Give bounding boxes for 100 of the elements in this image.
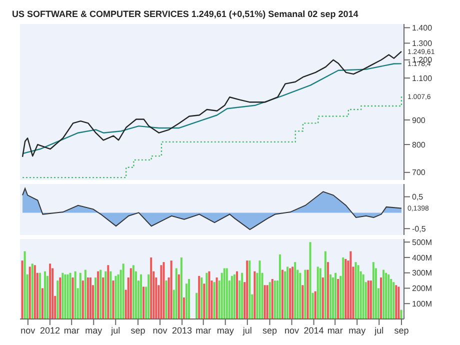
bar [182, 297, 185, 319]
bar [64, 274, 66, 319]
bar [162, 262, 165, 319]
bar [268, 282, 271, 319]
bar [367, 280, 370, 319]
bar [309, 242, 312, 319]
bar [21, 260, 24, 319]
bar [59, 277, 62, 319]
bar [175, 268, 178, 319]
bar [74, 271, 76, 319]
bar [326, 262, 329, 319]
bar [372, 262, 374, 319]
bar [350, 251, 352, 319]
x-tick-label: sep [394, 325, 409, 336]
bar [388, 274, 390, 319]
bar [271, 279, 274, 319]
bar [332, 277, 334, 319]
bar [357, 265, 360, 319]
y-tick-label: 400M [412, 253, 432, 262]
bar [122, 264, 124, 319]
bar [319, 268, 322, 319]
bar [208, 271, 210, 319]
bar [385, 272, 388, 319]
bar [114, 276, 117, 319]
bar [322, 277, 324, 319]
bar [117, 274, 120, 319]
x-tick-label: mar [64, 325, 80, 336]
bar [44, 271, 46, 319]
y-tick-label: 1.100 [412, 74, 433, 83]
bar [89, 277, 92, 319]
y-tick-label: 1.300 [412, 39, 433, 48]
bar [86, 277, 89, 319]
y-tick-label: 500M [412, 238, 432, 247]
x-tick-label: 2014 [304, 325, 324, 336]
bar [94, 277, 97, 319]
bar [362, 274, 364, 319]
bar [329, 274, 332, 319]
bar [130, 268, 132, 319]
bar [246, 260, 248, 319]
bar [24, 251, 26, 319]
bar [206, 272, 208, 319]
y-tick-label: 0,5 [412, 192, 424, 202]
bar [56, 280, 59, 319]
bar [97, 271, 100, 319]
bar [299, 272, 302, 319]
bar [62, 272, 64, 319]
bar [306, 270, 309, 319]
bar [200, 277, 203, 319]
y-tick-label: 300M [412, 268, 432, 278]
y-tick-label: 900 [412, 116, 426, 125]
y-tick-label: -0,5 [412, 224, 426, 234]
x-tick-label: mar [196, 325, 212, 336]
bar [216, 277, 218, 319]
bar [334, 272, 337, 319]
bar [66, 274, 69, 319]
bar [165, 280, 168, 319]
bar [302, 285, 304, 319]
x-tick-label: nov [284, 325, 300, 336]
bar [107, 265, 110, 319]
bar [337, 279, 340, 319]
bar [34, 265, 36, 319]
bar [278, 254, 281, 319]
x-tick-label: nov [20, 325, 36, 336]
bar [316, 266, 319, 319]
y-tick-label: 200M [412, 284, 432, 294]
bar [198, 276, 200, 319]
bar [79, 272, 82, 319]
bar [258, 260, 261, 319]
bar [84, 270, 86, 319]
y-tick-label: 1.400 [412, 24, 433, 33]
y-tick-label: 800 [412, 140, 426, 150]
bar [223, 268, 226, 319]
bar [382, 270, 385, 319]
bar [314, 291, 316, 319]
x-tick-label: 2013 [172, 325, 192, 336]
bar [142, 286, 145, 319]
bar [266, 285, 268, 319]
bar [248, 260, 251, 319]
bar [112, 280, 114, 319]
bar [226, 268, 228, 319]
bar [72, 277, 74, 319]
bar [82, 280, 84, 319]
x-tick-label: mar [327, 325, 343, 336]
bar [400, 310, 402, 319]
x-tick-label: may [216, 325, 234, 336]
bar [132, 265, 134, 319]
chart-title: US SOFTWARE & COMPUTER SERVICES 1.249,61 (+0,51%) Semanal 02 sep 2014 [11, 8, 360, 20]
x-tick-label: may [85, 325, 103, 336]
bar [354, 262, 357, 319]
x-tick-label: 2012 [40, 325, 60, 336]
bar [148, 274, 150, 319]
bar [289, 268, 292, 319]
bar [203, 284, 206, 319]
bar [392, 282, 395, 319]
x-tick-label: sep [262, 325, 277, 336]
bar [188, 279, 190, 319]
x-tick-label: jul [242, 325, 252, 336]
y-tick-label: 700 [412, 168, 426, 178]
bar [292, 266, 294, 319]
bar [170, 260, 172, 319]
